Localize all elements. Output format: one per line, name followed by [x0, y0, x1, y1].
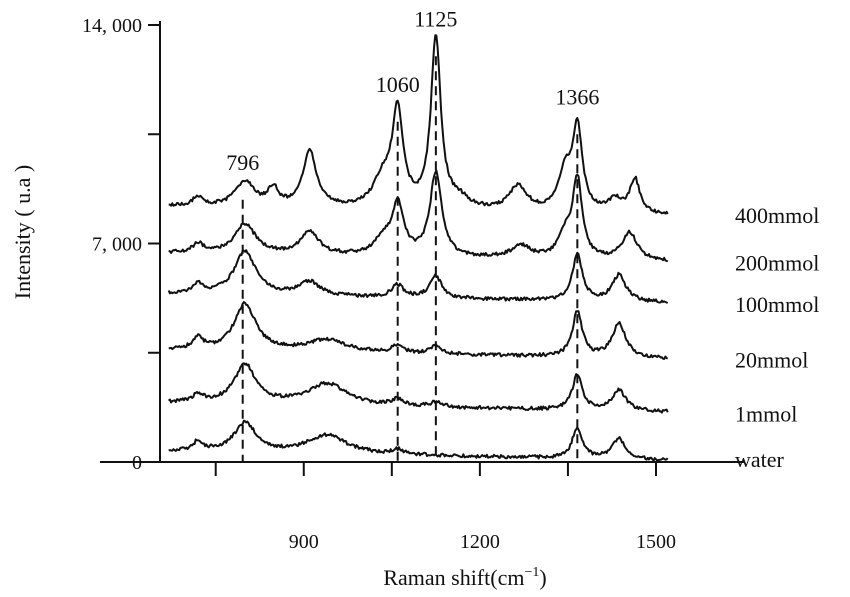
series-label-400mmol: 400mmol	[735, 203, 819, 228]
x-tick-label: 1500	[636, 531, 676, 553]
series-line-200mmol	[168, 169, 669, 263]
series-line-20mmol	[168, 301, 669, 360]
x-axis-title: Raman shift(cm−1)	[383, 565, 546, 590]
y-tick-label: 7, 000	[92, 234, 142, 256]
series-label-100mmol: 100mmol	[735, 292, 819, 317]
series-label-water: water	[735, 447, 785, 472]
series-line-1mmol	[167, 362, 669, 414]
x-tick-label: 1200	[460, 531, 500, 553]
peak-label: 1125	[414, 6, 457, 31]
y-axis-title: Intensity ( u.a )	[10, 165, 35, 299]
peak-label: 1060	[376, 72, 420, 97]
series-line-water	[168, 419, 669, 462]
x-tick-label: 900	[289, 531, 319, 553]
series-label-1mmol: 1mmol	[735, 401, 797, 426]
series-label-20mmol: 20mmol	[735, 348, 808, 373]
series-line-100mmol	[167, 249, 669, 304]
y-tick-label: 0	[132, 452, 142, 474]
series-line-400mmol	[168, 34, 669, 215]
peak-label: 1366	[555, 84, 599, 109]
peak-label: 796	[226, 150, 259, 175]
y-tick-label: 14, 000	[82, 15, 142, 37]
series-label-200mmol: 200mmol	[735, 251, 819, 276]
